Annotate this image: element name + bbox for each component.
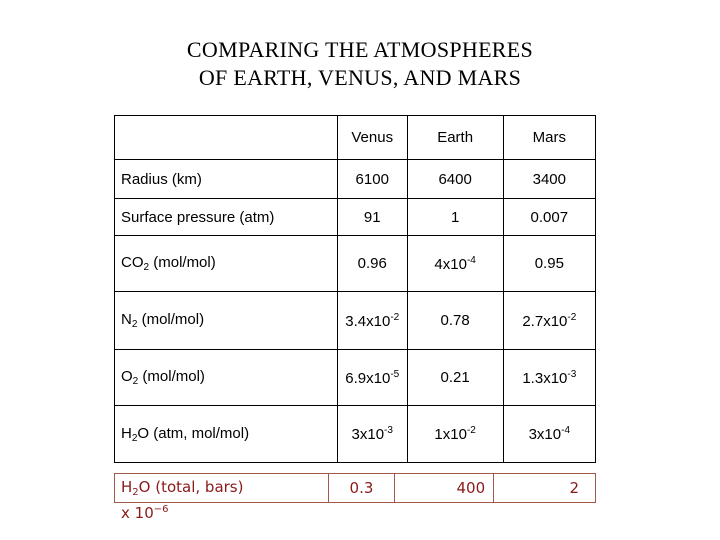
cell-co2-earth: 4x10-4 — [406, 235, 504, 292]
row-label-radius: Radius (km) — [114, 159, 338, 199]
row-label-h2o: H2O (atm, mol/mol) — [114, 405, 338, 463]
header-corner-cell — [114, 115, 338, 160]
cell-co2-venus: 0.96 — [336, 235, 408, 292]
row-label-o2: O2 (mol/mol) — [114, 349, 338, 406]
cell-o2-earth: 0.21 — [406, 349, 504, 406]
header-mars: Mars — [502, 115, 597, 160]
cell-radius-earth: 6400 — [406, 159, 504, 199]
total-water-scale-note: x 10−6 — [121, 504, 169, 522]
row-label-co2: CO2 (mol/mol) — [114, 235, 338, 292]
title-line-1: COMPARING THE ATMOSPHERES — [186, 37, 534, 62]
atmosphere-comparison-table: Venus Earth Mars Radius (km) 6100 6400 3… — [114, 115, 597, 463]
cell-h2o-earth: 1x10-2 — [406, 405, 504, 463]
cell-n2-venus: 3.4x10-2 — [336, 291, 408, 350]
cell-total-water-venus: 0.3 — [327, 473, 396, 503]
cell-n2-earth: 0.78 — [406, 291, 504, 350]
cell-h2o-venus: 3x10-3 — [336, 405, 408, 463]
cell-total-water-earth: 400 — [394, 473, 495, 503]
cell-radius-venus: 6100 — [336, 159, 408, 199]
table-row-n2: N2 (mol/mol) 3.4x10-2 0.78 2.7x10-2 — [114, 291, 597, 350]
table-row-total-water: H2O (total, bars) x 10−6 0.3 400 2 — [114, 473, 596, 522]
cell-n2-mars: 2.7x10-2 — [502, 291, 597, 350]
header-venus: Venus — [336, 115, 408, 160]
table-row-pressure: Surface pressure (atm) 91 1 0.007 — [114, 198, 597, 236]
row-label-n2: N2 (mol/mol) — [114, 291, 338, 350]
table-row-h2o: H2O (atm, mol/mol) 3x10-3 1x10-2 3x10-4 — [114, 405, 597, 463]
header-earth: Earth — [406, 115, 504, 160]
cell-radius-mars: 3400 — [502, 159, 597, 199]
table-row-radius: Radius (km) 6100 6400 3400 — [114, 159, 597, 199]
table-row-o2: O2 (mol/mol) 6.9x10-5 0.21 1.3x10-3 — [114, 349, 597, 406]
cell-h2o-mars: 3x10-4 — [502, 405, 597, 463]
cell-o2-venus: 6.9x10-5 — [336, 349, 408, 406]
total-water-row-table: H2O (total, bars) x 10−6 0.3 400 2 — [114, 473, 596, 522]
cell-pressure-venus: 91 — [336, 198, 408, 236]
page-title: COMPARING THE ATMOSPHERES OF EARTH, VENU… — [0, 36, 720, 92]
cell-co2-mars: 0.95 — [502, 235, 597, 292]
cell-pressure-mars: 0.007 — [502, 198, 597, 236]
row-label-pressure: Surface pressure (atm) — [114, 198, 338, 236]
row-label-total-water: H2O (total, bars) x 10−6 — [114, 473, 329, 522]
title-line-2: OF EARTH, VENUS, AND MARS — [198, 65, 522, 90]
cell-total-water-mars: 2 — [493, 473, 596, 503]
table-row-co2: CO2 (mol/mol) 0.96 4x10-4 0.95 — [114, 235, 597, 292]
table-header-row: Venus Earth Mars — [114, 115, 597, 160]
cell-pressure-earth: 1 — [406, 198, 504, 236]
cell-o2-mars: 1.3x10-3 — [502, 349, 597, 406]
